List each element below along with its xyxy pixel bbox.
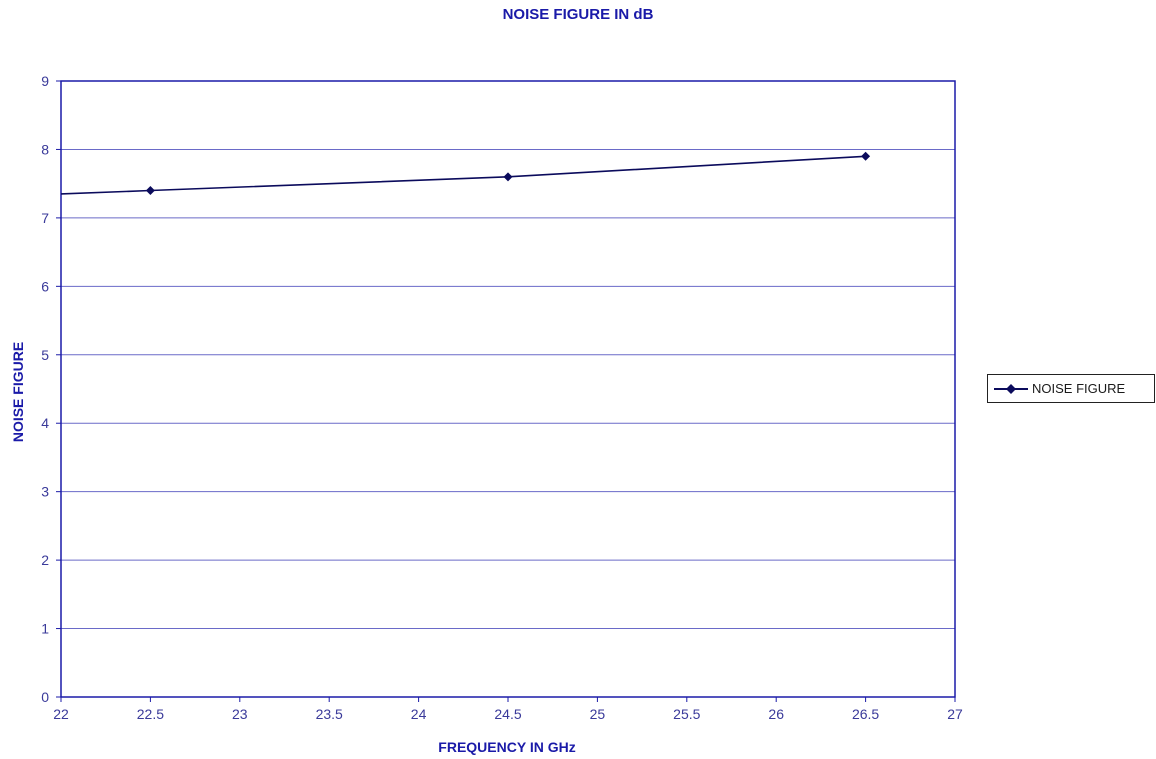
y-axis-title: NOISE FIGURE <box>10 342 26 442</box>
y-tick-label: 6 <box>41 278 49 294</box>
x-tick-label: 24 <box>411 706 427 722</box>
legend-line-marker-icon <box>994 383 1028 394</box>
x-tick-label: 22.5 <box>137 706 164 722</box>
y-tick-label: 8 <box>41 141 49 157</box>
x-tick-label: 25.5 <box>673 706 700 722</box>
y-tick-label: 5 <box>41 347 49 363</box>
y-tick-label: 1 <box>41 621 49 637</box>
legend: NOISE FIGURE <box>987 374 1155 403</box>
x-tick-label: 23 <box>232 706 248 722</box>
y-tick-label: 3 <box>41 484 49 500</box>
data-point-marker <box>503 172 513 182</box>
x-tick-label: 24.5 <box>494 706 521 722</box>
y-tick-label: 2 <box>41 552 49 568</box>
y-tick-label: 7 <box>41 210 49 226</box>
x-axis: 22 22.5 23 23.5 24 24.5 25 25.5 26 26.5 27 <box>53 697 963 722</box>
y-tick-label: 9 <box>41 73 49 89</box>
x-tick-label: 22 <box>53 706 69 722</box>
series-line <box>60 155 866 195</box>
x-tick-label: 23.5 <box>316 706 343 722</box>
y-tick-label: 0 <box>41 689 49 705</box>
gridlines <box>61 148 955 630</box>
legend-label: NOISE FIGURE <box>1032 381 1126 396</box>
series-noise-figure <box>60 151 871 196</box>
data-point-marker <box>861 151 871 161</box>
y-tick-label: 4 <box>41 415 49 431</box>
x-axis-title: FREQUENCY IN GHz <box>438 739 575 755</box>
data-point-marker <box>145 186 155 196</box>
x-tick-label: 26 <box>768 706 784 722</box>
y-axis: 0 1 2 3 4 5 6 7 8 9 <box>41 73 61 705</box>
x-tick-label: 27 <box>947 706 963 722</box>
x-tick-label: 25 <box>590 706 606 722</box>
chart-title: NOISE FIGURE IN dB <box>502 6 654 23</box>
x-tick-label: 26.5 <box>852 706 879 722</box>
